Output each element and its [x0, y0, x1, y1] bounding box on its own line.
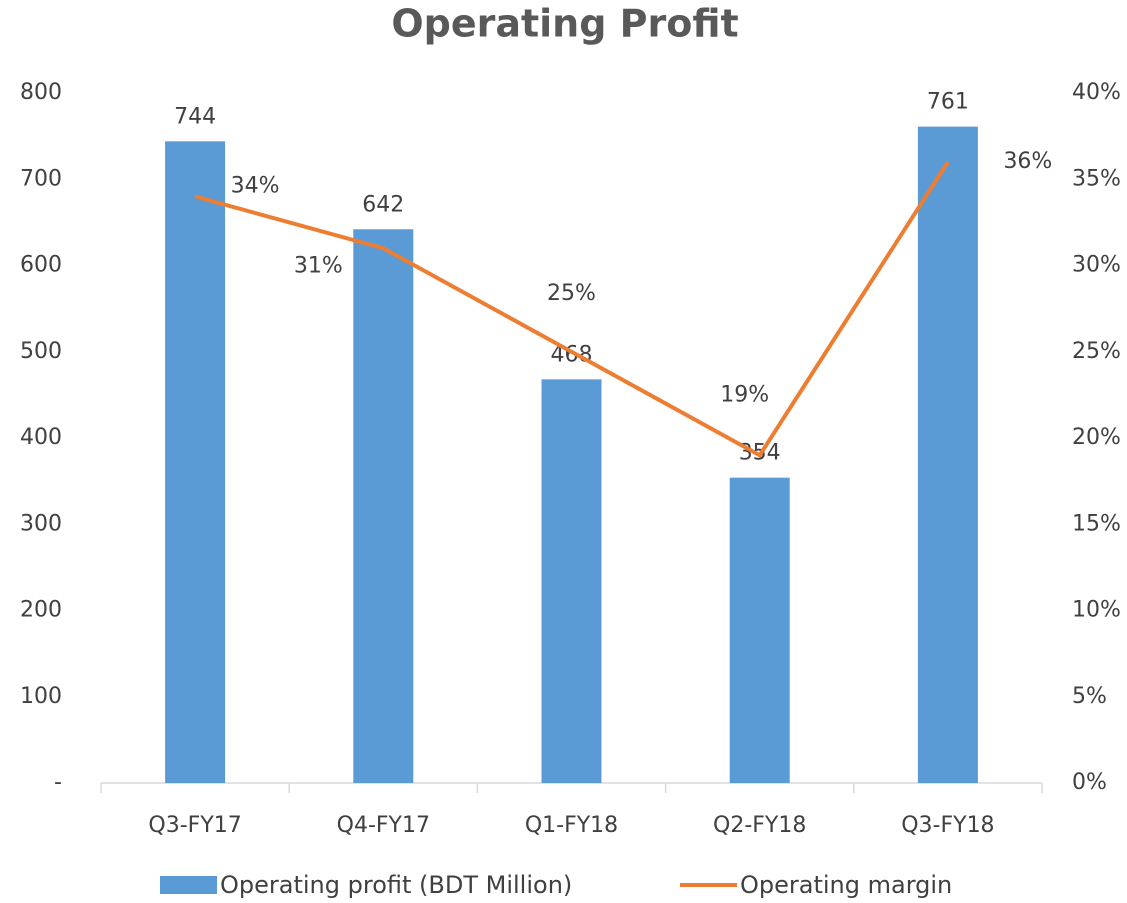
- bar: [353, 229, 414, 783]
- y2-tick-label: 10%: [1072, 598, 1121, 623]
- y-tick-label: 200: [20, 598, 62, 623]
- bar: [917, 126, 978, 783]
- legend-swatch: [160, 876, 217, 894]
- y-tick-label: 600: [20, 253, 62, 278]
- y-tick-label: 700: [20, 166, 62, 191]
- x-tick-label: Q3-FY17: [148, 813, 241, 838]
- line-value-label: 34%: [231, 174, 280, 199]
- y2-tick-label: 0%: [1072, 770, 1107, 795]
- bar: [165, 141, 226, 784]
- x-tick-label: Q1-FY18: [525, 813, 618, 838]
- bar-value-label: 468: [551, 342, 593, 367]
- bar-value-label: 744: [174, 104, 216, 129]
- y-tick-label: 100: [20, 684, 62, 709]
- y2-tick-label: 30%: [1072, 253, 1121, 278]
- x-tick-label: Q4-FY17: [337, 813, 430, 838]
- x-tick-label: Q2-FY18: [713, 813, 806, 838]
- y2-tick-label: 5%: [1072, 684, 1107, 709]
- y-tick-label: 500: [20, 339, 62, 364]
- chart-title: Operating Profit: [391, 2, 738, 46]
- legend-label: Operating profit (BDT Million): [220, 871, 572, 899]
- y-tick-label: 800: [20, 80, 62, 105]
- y2-tick-label: 35%: [1072, 166, 1121, 191]
- line-value-label: 36%: [1003, 149, 1052, 174]
- legend-label: Operating margin: [740, 871, 952, 899]
- bar: [541, 379, 602, 783]
- y2-tick-label: 40%: [1072, 80, 1121, 105]
- x-tick-label: Q3-FY18: [901, 813, 994, 838]
- y2-tick-label: 15%: [1072, 511, 1121, 536]
- line-value-label: 31%: [294, 253, 343, 278]
- bar: [729, 477, 790, 783]
- bar-value-label: 761: [927, 90, 969, 115]
- y2-tick-label: 25%: [1072, 339, 1121, 364]
- y-tick-label: -: [54, 770, 62, 795]
- line: [194, 160, 950, 458]
- y-tick-label: 400: [20, 425, 62, 450]
- line-value-label: 19%: [720, 382, 769, 407]
- y2-tick-label: 20%: [1072, 425, 1121, 450]
- line-value-label: 25%: [547, 281, 596, 306]
- bar-value-label: 642: [362, 192, 404, 217]
- y-tick-label: 300: [20, 511, 62, 536]
